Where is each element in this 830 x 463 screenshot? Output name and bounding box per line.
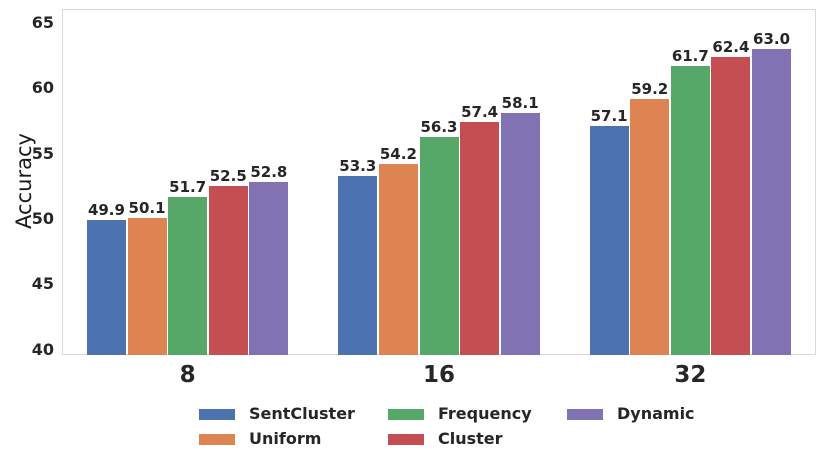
bar-value-label: 63.0: [753, 29, 791, 48]
bar: [460, 122, 500, 355]
bar-value-label: 53.3: [339, 156, 377, 175]
legend-item: Dynamic: [567, 406, 695, 422]
bar: [168, 196, 208, 355]
bar-value-label: 49.9: [87, 201, 125, 220]
bar: [249, 182, 289, 355]
legend-label: Frequency: [438, 404, 532, 423]
legend-label: Uniform: [249, 429, 322, 448]
legend-label: Cluster: [438, 429, 503, 448]
x-tick-label: 16: [422, 362, 455, 388]
legend-item: Uniform: [199, 431, 321, 447]
y-tick-label: 65: [31, 12, 54, 32]
y-tick-label: 55: [31, 143, 54, 163]
bar-value-label: 61.7: [671, 46, 709, 65]
bar-value-label: 62.4: [712, 37, 750, 56]
bar-value-label: 58.1: [501, 93, 539, 112]
x-tick-label: 8: [179, 362, 196, 388]
bar-value-label: 57.4: [461, 103, 499, 122]
legend-item: Cluster: [388, 431, 503, 447]
bar-value-label: 54.2: [379, 145, 417, 163]
bar: [752, 48, 792, 355]
legend-swatch: [199, 408, 235, 420]
y-tick-label: 45: [31, 274, 54, 294]
bar: [338, 175, 378, 355]
bar: [127, 217, 167, 355]
legend-item: Frequency: [388, 406, 532, 422]
bar-value-label: 52.8: [250, 163, 288, 182]
legend-label: Dynamic: [617, 404, 695, 423]
legend-swatch: [567, 408, 603, 420]
y-tick-label: 50: [31, 208, 54, 228]
bar: [711, 56, 751, 355]
x-tick-label: 32: [674, 362, 707, 388]
bar: [208, 186, 248, 355]
y-tick-label: 40: [31, 339, 54, 359]
legend-label: SentCluster: [249, 404, 355, 423]
bar-value-label: 57.1: [590, 107, 628, 126]
bar: [378, 164, 418, 355]
y-tick-label: 60: [31, 78, 54, 98]
bar-value-label: 52.5: [209, 167, 247, 186]
legend-item: SentCluster: [199, 406, 355, 422]
bar-value-label: 59.2: [631, 79, 669, 98]
bar: [86, 220, 126, 355]
bar-value-label: 51.7: [169, 177, 207, 196]
bar: [589, 126, 629, 355]
legend-swatch: [388, 408, 424, 420]
bar: [419, 136, 459, 355]
legend-swatch: [199, 433, 235, 445]
legend-swatch: [388, 433, 424, 445]
bar: [500, 112, 540, 355]
bar-value-label: 56.3: [420, 117, 458, 136]
bar-value-label: 50.1: [128, 198, 166, 217]
bar: [630, 98, 670, 355]
bar: [670, 65, 710, 355]
